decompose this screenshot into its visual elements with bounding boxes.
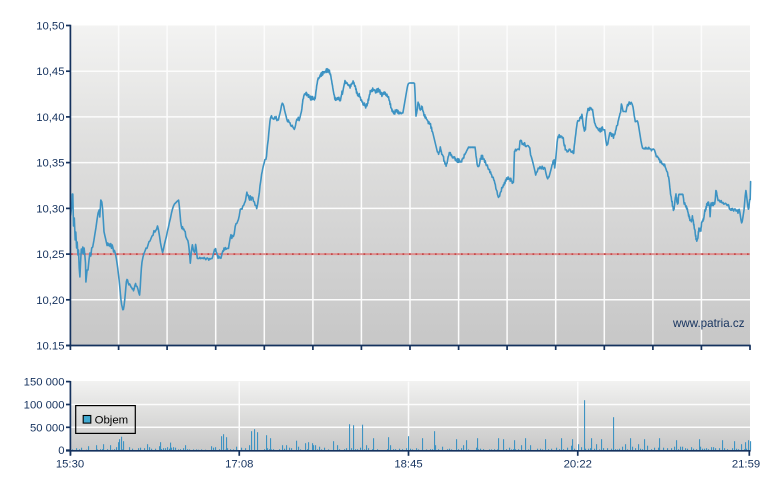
svg-text:21:59: 21:59 — [732, 458, 760, 470]
svg-text:50 000: 50 000 — [30, 422, 65, 434]
svg-text:18:45: 18:45 — [394, 458, 422, 470]
svg-text:10,40: 10,40 — [36, 112, 64, 124]
svg-text:10,20: 10,20 — [36, 295, 64, 307]
svg-text:150 000: 150 000 — [24, 377, 65, 389]
svg-text:10,50: 10,50 — [36, 21, 64, 33]
svg-text:100 000: 100 000 — [24, 400, 65, 412]
svg-text:www.patria.cz: www.patria.cz — [672, 317, 745, 330]
svg-text:Objem: Objem — [95, 414, 129, 426]
svg-text:20:22: 20:22 — [564, 458, 592, 470]
svg-text:10,25: 10,25 — [36, 249, 64, 261]
svg-text:10.15: 10.15 — [36, 341, 64, 353]
svg-text:15:30: 15:30 — [56, 458, 84, 470]
svg-text:10,45: 10,45 — [36, 66, 64, 78]
svg-text:10,35: 10,35 — [36, 158, 64, 170]
svg-text:10,30: 10,30 — [36, 203, 64, 215]
svg-text:17:08: 17:08 — [225, 458, 253, 470]
svg-text:0: 0 — [58, 445, 64, 457]
